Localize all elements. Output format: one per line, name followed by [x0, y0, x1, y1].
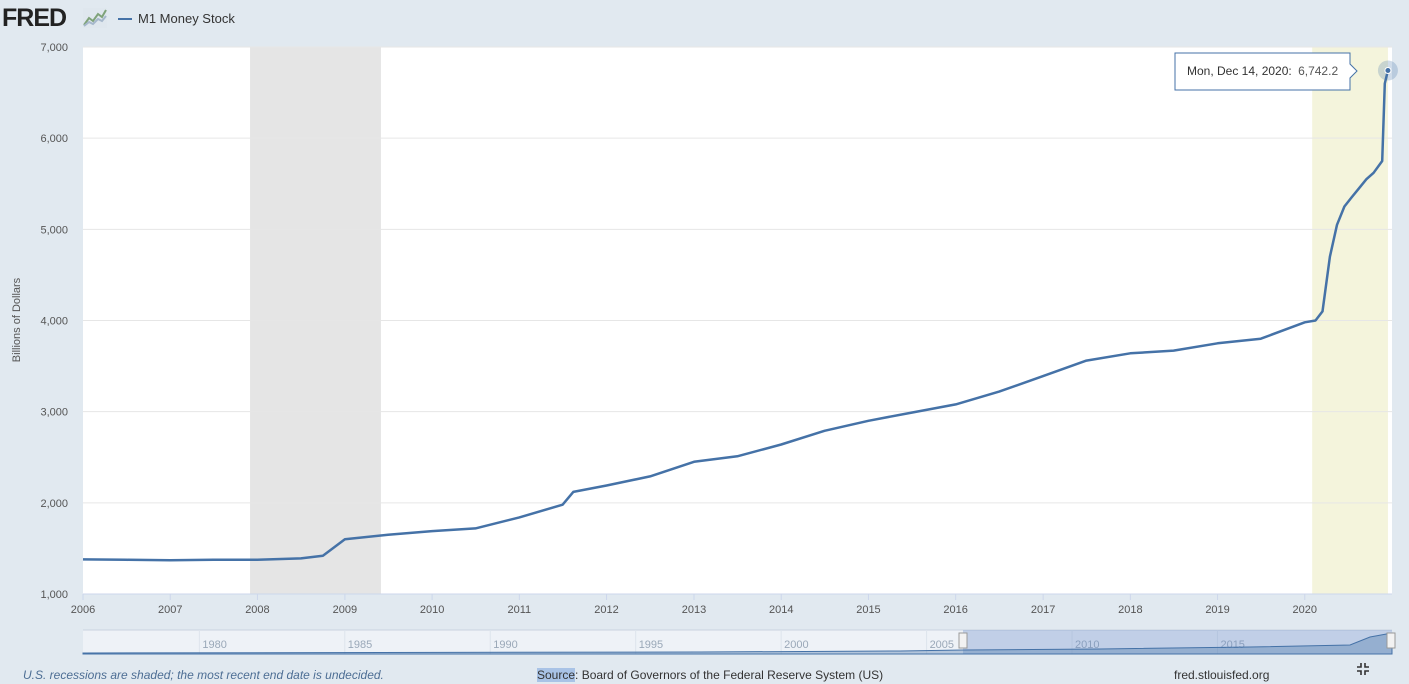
x-tick-label: 2008	[245, 604, 269, 616]
x-tick-label: 2012	[594, 604, 618, 616]
x-tick-label: 2013	[682, 604, 706, 616]
y-tick-label: 6,000	[40, 133, 68, 145]
site-link[interactable]: fred.stlouisfed.org	[1174, 668, 1270, 682]
series-line-m1[interactable]	[82, 70, 1390, 562]
navigator-handle-right[interactable]	[1386, 632, 1396, 649]
tooltip-date: Mon, Dec 14, 2020:	[1187, 64, 1292, 78]
x-tick-label: 2019	[1205, 604, 1229, 616]
navigator-handle-left[interactable]	[958, 632, 968, 649]
navigator[interactable]: 1980 1985 1990 1995 2000 2005 2010 2015	[82, 629, 1396, 655]
navigator-tick-label: 1995	[639, 639, 663, 651]
navigator-background	[83, 630, 1392, 654]
x-tick-label: 2016	[943, 604, 967, 616]
x-tick-label: 2010	[420, 604, 444, 616]
navigator-tick-label: 1985	[348, 639, 372, 651]
navigator-ticks: 1980 1985 1990 1995 2000 2005 2010 2015	[198, 630, 1245, 654]
y-tick-label: 5,000	[40, 224, 68, 236]
y-tick-label: 4,000	[40, 316, 68, 328]
y-axis-label: Billions of Dollars	[11, 277, 23, 362]
navigator-tick-label: 2015	[1220, 639, 1244, 651]
navigator-tick-label: 2005	[930, 639, 954, 651]
source-label[interactable]: Source	[537, 668, 576, 682]
svg-text:Mon, Dec 14, 2020: 6,742: Mon, Dec 14, 2020: 6,742.2	[1187, 64, 1338, 78]
navigator-tick-label: 2000	[784, 639, 808, 651]
x-tick-label: 2014	[769, 604, 793, 616]
chart-line-icon	[83, 8, 107, 28]
y-tick-label: 2,000	[40, 498, 68, 510]
x-tick-label: 2020	[1293, 604, 1317, 616]
navigator-tick-label: 2010	[1075, 639, 1099, 651]
fred-logo[interactable]: FRED	[2, 4, 67, 32]
tooltip-value: 6,742.2	[1298, 64, 1338, 78]
chart-svg: 1,000 2,000 3,000 4,000 5,000 6,000 7,000 2006…	[11, 42, 1398, 655]
source-body: : Board of Governors of the Federal Rese…	[575, 668, 884, 682]
fullscreen-icon[interactable]	[1356, 662, 1370, 676]
legend-label: M1 Money Stock	[138, 11, 235, 26]
x-tick-label: 2006	[71, 604, 95, 616]
x-tick-label: 2017	[1031, 604, 1055, 616]
source-text: Source: Board of Governors of the Federa…	[537, 668, 883, 682]
navigator-selection[interactable]	[963, 630, 1392, 654]
header: FRED M1 Money Stock	[0, 0, 1409, 40]
x-tick-label: 2015	[856, 604, 880, 616]
navigator-tick-label: 1990	[493, 639, 517, 651]
x-tick-label: 2007	[158, 604, 182, 616]
legend-swatch	[118, 18, 132, 20]
navigator-tick-label: 1980	[202, 639, 226, 651]
tooltip-box	[1174, 52, 1358, 91]
y-tick-label: 1,000	[40, 589, 68, 601]
recession-note: U.S. recessions are shaded; the most rec…	[23, 668, 384, 682]
navigator-series	[82, 632, 1393, 655]
tooltip: Mon, Dec 14, 2020: 6,742.2	[1174, 52, 1358, 91]
x-tick-label: 2009	[333, 604, 357, 616]
x-tick-label: 2011	[508, 604, 532, 616]
x-axis-ticks: 2006 2007 2008 2009 2010 2011 2012 2013 2014 2015…	[71, 593, 1392, 616]
y-tick-label: 7,000	[40, 42, 68, 54]
x-tick-label: 2018	[1118, 604, 1142, 616]
hover-point[interactable]	[1384, 67, 1392, 75]
y-axis-ticks: 1,000 2,000 3,000 4,000 5,000 6,000 7,000	[40, 42, 68, 601]
y-tick-label: 3,000	[40, 407, 68, 419]
